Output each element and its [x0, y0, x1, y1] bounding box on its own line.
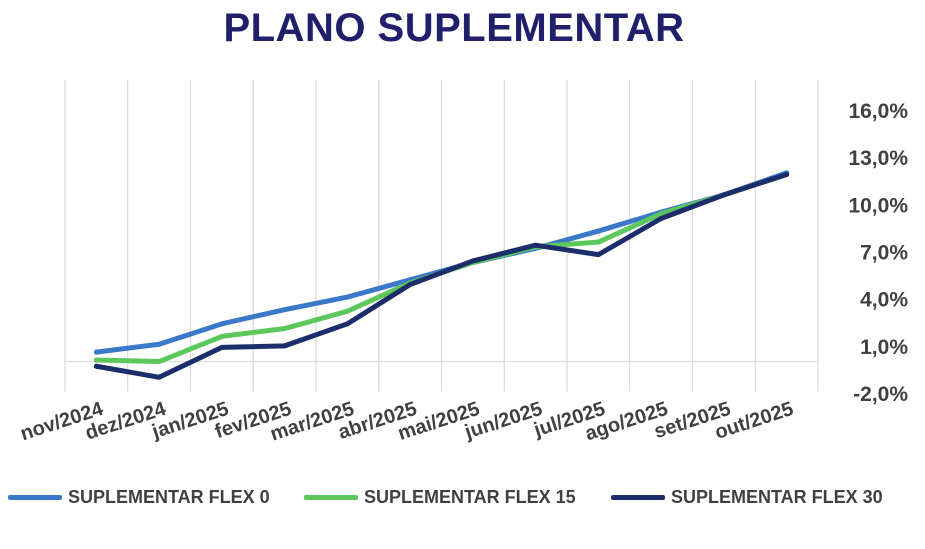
- y-tick-label: -2,0%: [853, 383, 908, 406]
- data-point: [407, 282, 413, 288]
- y-tick-label: 1,0%: [860, 336, 908, 359]
- legend-swatch-flex-0: [8, 495, 62, 500]
- data-point: [156, 359, 162, 365]
- series-lines: [93, 170, 790, 380]
- y-tick-label: 13,0%: [848, 147, 908, 170]
- data-point: [93, 357, 99, 363]
- legend-swatch-flex-30: [611, 495, 665, 500]
- data-point: [533, 242, 539, 248]
- data-point: [658, 211, 664, 217]
- data-point: [595, 228, 601, 234]
- legend-label-flex-30: SUPLEMENTAR FLEX 30: [671, 487, 883, 507]
- data-point: [219, 321, 225, 327]
- y-tick-label: 10,0%: [848, 194, 908, 217]
- data-point: [658, 215, 664, 221]
- x-axis-ticks: nov/2024dez/2024jan/2025fev/2025mar/2025…: [18, 398, 796, 446]
- data-point: [721, 192, 727, 198]
- data-point: [595, 239, 601, 245]
- grid-lines: [64, 80, 819, 392]
- legend-item-flex-30: SUPLEMENTAR FLEX 30: [611, 487, 883, 508]
- legend-swatch-flex-15: [304, 495, 358, 500]
- data-point: [344, 321, 350, 327]
- data-point: [219, 344, 225, 350]
- y-tick-label: 16,0%: [848, 100, 908, 123]
- legend-label-flex-15: SUPLEMENTAR FLEX 15: [364, 487, 576, 507]
- data-point: [470, 258, 476, 264]
- data-point: [344, 294, 350, 300]
- data-point: [282, 307, 288, 313]
- data-point: [595, 252, 601, 258]
- data-point: [219, 333, 225, 339]
- data-point: [93, 363, 99, 369]
- legend-item-flex-15: SUPLEMENTAR FLEX 15: [304, 487, 576, 508]
- series-line-2: [93, 171, 790, 380]
- y-tick-label: 7,0%: [860, 242, 908, 265]
- data-point: [282, 326, 288, 332]
- data-point: [282, 343, 288, 349]
- data-point: [156, 374, 162, 380]
- data-point: [156, 341, 162, 347]
- data-point: [784, 171, 790, 177]
- data-point: [344, 308, 350, 314]
- legend-label-flex-0: SUPLEMENTAR FLEX 0: [68, 487, 270, 507]
- chart-title: PLANO SUPLEMENTAR: [223, 6, 685, 50]
- data-point: [93, 349, 99, 355]
- y-tick-label: 4,0%: [860, 289, 908, 312]
- legend-item-flex-0: SUPLEMENTAR FLEX 0: [8, 487, 270, 508]
- y-axis-ticks: 16,0% 13,0% 10,0% 7,0% 4,0% 1,0% -2,0%: [848, 100, 908, 406]
- legend: SUPLEMENTAR FLEX 0 SUPLEMENTAR FLEX 15 S…: [8, 487, 918, 517]
